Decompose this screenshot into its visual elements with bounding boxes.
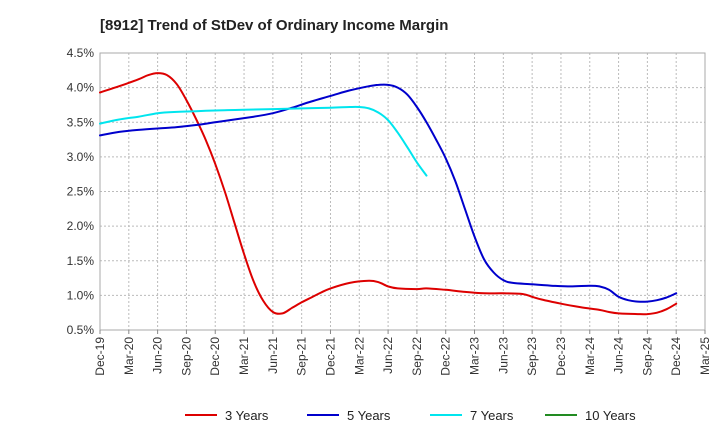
x-tick-label: Sep-23 [525,337,539,376]
plot-frame [99,52,706,331]
x-tick-label: Dec-24 [669,337,683,376]
x-tick-label: Jun-21 [266,337,280,374]
chart-title: [8912] Trend of StDev of Ordinary Income… [100,17,448,34]
x-tick-label: Sep-21 [295,337,309,376]
x-tick-label: Dec-19 [93,337,107,376]
series-line-3-years [99,72,678,316]
legend-label: 3 Years [225,408,269,423]
y-tick-label: 1.0% [67,288,95,302]
x-tick-label: Dec-20 [208,337,222,376]
legend-label: 10 Years [585,408,636,423]
x-tick-label: Mar-23 [468,337,482,375]
y-axis: 0.5% 1.0% 1.5% 2.0% 2.5% 3.0% 3.5% 4.0% 4.5% [67,46,95,337]
y-tick-label: 2.5% [67,185,95,199]
x-tick-label: Mar-24 [583,337,597,375]
x-tick-label: Jun-20 [151,337,165,374]
x-tick-label: Jun-22 [381,337,395,374]
x-tick-label: Mar-22 [352,337,366,375]
y-tick-label: 4.5% [67,46,95,60]
x-tick-label: Dec-22 [439,337,453,376]
x-tick-label: Dec-21 [323,337,337,376]
x-tick-label: Mar-21 [237,337,251,375]
y-tick-label: 3.0% [67,150,95,164]
series-line-7-years [99,105,428,177]
x-tick-label: Jun-23 [496,337,510,374]
legend-label: 5 Years [347,408,391,423]
series-group [99,72,678,316]
legend: 3 Years 5 Years 7 Years 10 Years [185,408,636,423]
legend-label: 7 Years [470,408,514,423]
y-tick-label: 0.5% [67,323,95,337]
x-tick-label: Dec-23 [554,337,568,376]
x-tick-label: Jun-24 [612,337,626,374]
x-tick-label: Mar-20 [122,337,136,375]
y-tick-label: 2.0% [67,219,95,233]
x-tick-label: Sep-22 [410,337,424,376]
y-tick-label: 4.0% [67,81,95,95]
x-tick-label: Mar-25 [698,337,712,375]
x-axis: Dec-19 Mar-20 Jun-20 Sep-20 Dec-20 Mar-21 Jun-… [93,330,712,376]
series-line-5-years [99,83,678,303]
x-tick-label: Sep-24 [640,337,654,376]
x-tick-label: Sep-20 [179,337,193,376]
y-tick-label: 3.5% [67,115,95,129]
y-tick-label: 1.5% [67,254,95,268]
